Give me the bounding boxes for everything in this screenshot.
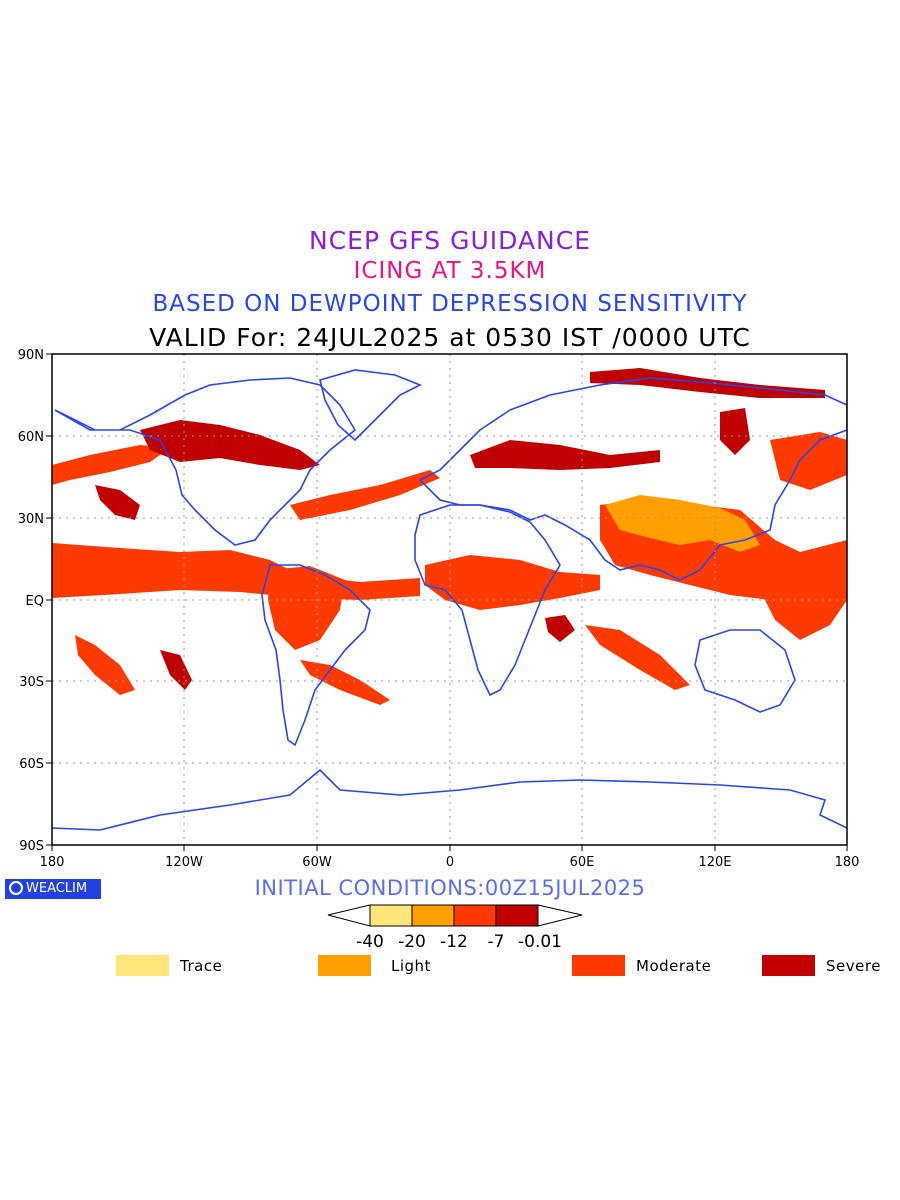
colorbar-cell-severe (495, 904, 539, 927)
lat-label-30s: 30S (19, 675, 44, 690)
eurasia-coast (418, 377, 847, 581)
colorbar (327, 904, 583, 927)
icing-region-tibet-light (605, 495, 760, 552)
colorbar-label-3: -12 (440, 932, 468, 952)
weaclim-logo: WEACLIM (5, 879, 101, 899)
legend-label-severe: Severe (826, 957, 881, 975)
antarctica-coast (52, 768, 847, 831)
icing-region-indian-ocean-south (585, 625, 690, 690)
lat-label-60s: 60S (19, 757, 44, 772)
legend-label-moderate: Moderate (636, 957, 712, 975)
icing-region-north-atlantic (290, 470, 440, 520)
lat-label-60n: 60N (18, 430, 44, 445)
colorbar-left-arrow (327, 904, 371, 927)
legend-label-light: Light (391, 957, 431, 975)
copyright-circle-icon (9, 881, 23, 895)
title-line-2: ICING AT 3.5KM (353, 258, 547, 284)
icing-region-east-asia-north (770, 432, 847, 490)
logo-text: WEACLIM (26, 881, 88, 896)
lon-label-60w: 60W (302, 855, 332, 870)
icing-region-siberia-severe (720, 408, 750, 455)
icing-region-west-pacific (760, 555, 847, 640)
icing-region-north-pacific (52, 445, 170, 485)
icing-region-pacific-severe (95, 485, 140, 520)
icing-region-madagascar-severe (545, 615, 575, 642)
icing-region-africa-band (425, 555, 600, 610)
icing-region-south-pacific-severe (160, 650, 192, 690)
gridlines (52, 354, 847, 845)
legend-swatch-light (318, 955, 371, 976)
legend-label-trace: Trace (180, 957, 223, 975)
legend-swatch-trace (116, 955, 169, 976)
title-line-3: BASED ON DEWPOINT DEPRESSION SENSITIVITY (152, 291, 748, 317)
lat-label-eq: EQ (26, 594, 44, 609)
australia-coast (694, 629, 796, 713)
lon-label-0: 0 (446, 855, 454, 870)
icing-region-south-america (268, 566, 345, 650)
colorbar-label-5: -0.01 (518, 932, 562, 952)
greenland-coast (319, 369, 422, 442)
colorbar-label-4: -7 (488, 932, 505, 952)
lon-label-180w: 180 (40, 855, 65, 870)
icing-region-south-atlantic (300, 660, 390, 705)
north-america-coast (54, 377, 357, 546)
lat-label-90s: 90S (19, 839, 44, 854)
colorbar-cell-moderate (453, 904, 497, 927)
icing-fields (52, 368, 847, 705)
lat-label-30n: 30N (18, 512, 44, 527)
icing-region-europe-severe (470, 440, 660, 470)
lon-label-60e: 60E (570, 855, 595, 870)
lon-label-120w: 120W (165, 855, 203, 870)
title-line-1: NCEP GFS GUIDANCE (308, 226, 591, 255)
colorbar-cell-light (411, 904, 455, 927)
tick-marks (46, 353, 848, 851)
legend-swatch-severe (762, 955, 815, 976)
initial-conditions: INITIAL CONDITIONS:00Z15JUL2025 (254, 876, 646, 900)
icing-region-south-pacific (75, 635, 135, 695)
colorbar-right-arrow (537, 904, 583, 927)
title-line-4: VALID For: 24JUL2025 at 0530 IST /0000 U… (149, 323, 751, 352)
africa-coast (414, 504, 561, 697)
lat-label-90n: 90N (18, 348, 44, 363)
icing-region-canada-severe (140, 420, 320, 470)
coastlines (52, 369, 847, 831)
south-america-coast (261, 564, 371, 747)
colorbar-label-2: -20 (398, 932, 426, 952)
legend-swatch-moderate (572, 955, 625, 976)
colorbar-label-1: -40 (356, 932, 384, 952)
lon-label-180e: 180 (835, 855, 860, 870)
lon-label-120e: 120E (698, 855, 731, 870)
colorbar-cell-trace (369, 904, 413, 927)
